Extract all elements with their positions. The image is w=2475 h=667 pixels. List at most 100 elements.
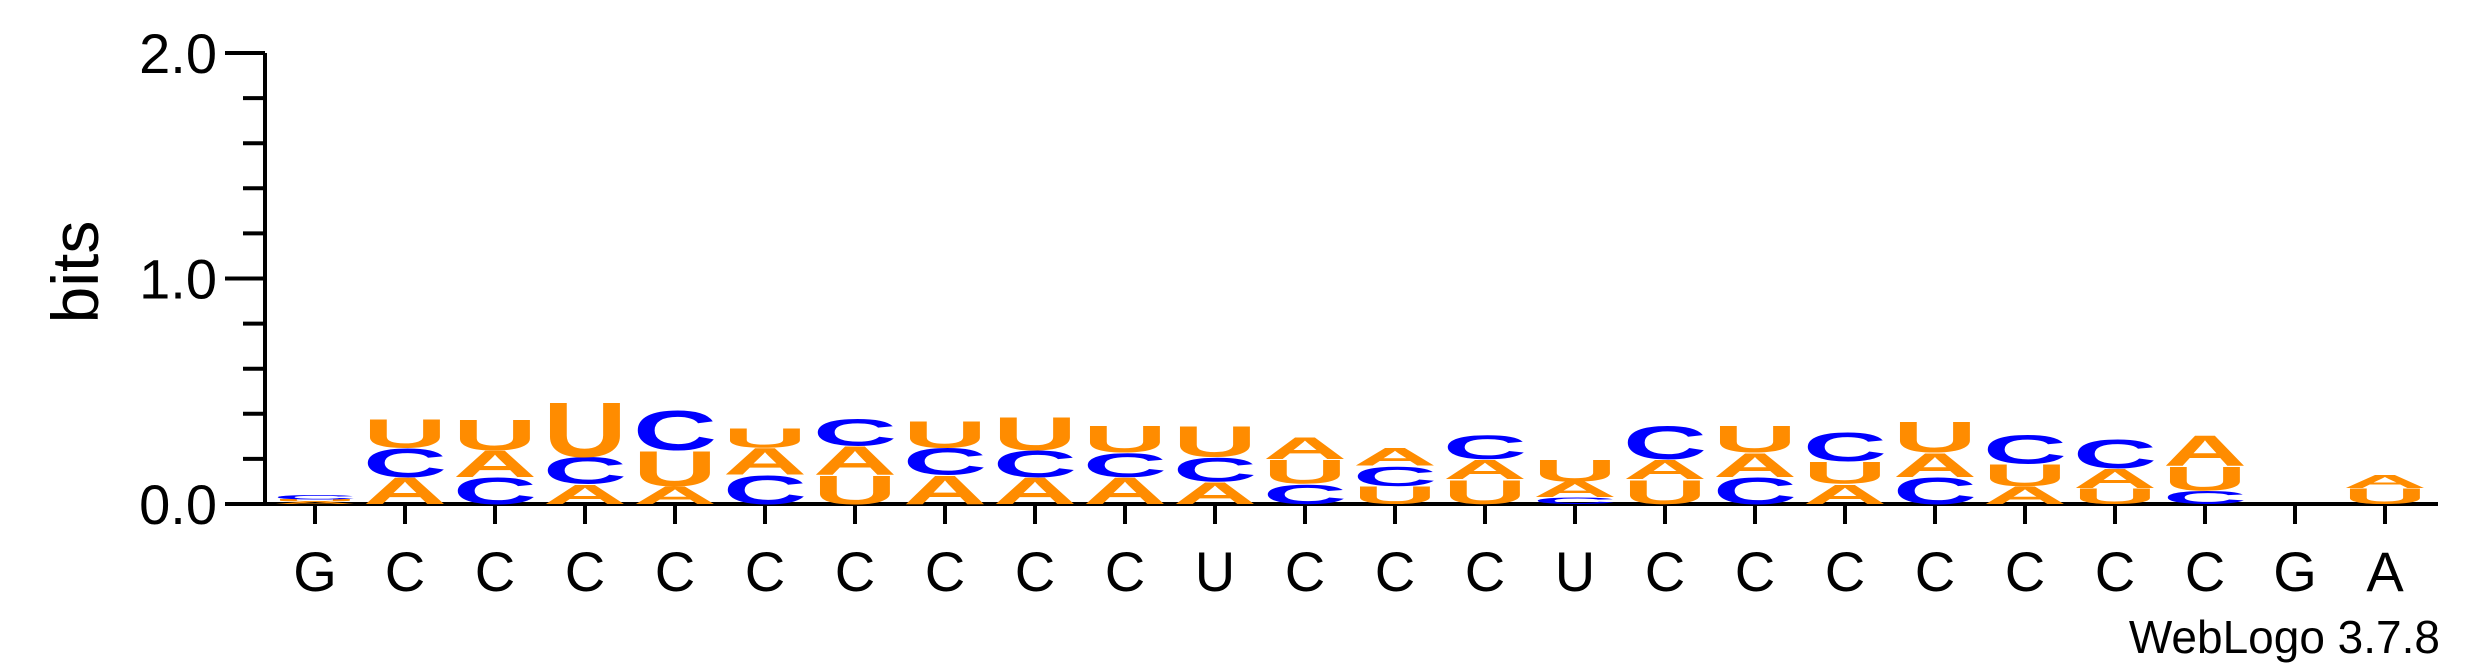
- letter-stacks: AUC ACUCAUACUAUCCAUUACACUACUACUACUCUAUCAU…: [273, 386, 2427, 513]
- logo-column: CAU: [453, 410, 537, 512]
- x-tick-label: U: [1195, 540, 1235, 603]
- logo-letter: A: [1443, 454, 1527, 486]
- logo-letter: C: [633, 399, 717, 462]
- logo-column: ACU: [1083, 419, 1167, 513]
- logo-letter: U: [723, 422, 807, 454]
- logo-letter: C: [543, 450, 627, 492]
- logo-column: CUA: [1263, 431, 1347, 510]
- logo-column: CAU: [723, 422, 807, 513]
- logo-letter: C: [1803, 425, 1887, 470]
- logo-letter: U: [1083, 419, 1167, 461]
- logo-letter: U: [453, 410, 537, 459]
- logo-letter: A: [1533, 477, 1617, 502]
- logo-letter: U: [543, 386, 627, 474]
- logo-letter: C: [1263, 478, 1347, 510]
- logo-letter: A: [903, 468, 987, 513]
- logo-column: CAU: [1893, 412, 1977, 512]
- logo-letter: C: [1353, 460, 1437, 492]
- logo-letter: C: [363, 440, 447, 485]
- y-axis: 0.0 1.0 2.0: [139, 22, 267, 536]
- logo-letter: C: [993, 443, 1077, 485]
- x-tick-label: C: [925, 540, 965, 603]
- logo-column: CUA: [2163, 426, 2247, 508]
- logo-column: CAU: [1533, 454, 1617, 507]
- logo-letter: A: [1713, 446, 1797, 485]
- logo-column: UAC: [1443, 428, 1527, 512]
- logo-column: ACU: [993, 408, 1077, 513]
- logo-column: ACU: [363, 411, 447, 512]
- logo-letter: A: [1893, 446, 1977, 485]
- logo-letter: U: [1443, 473, 1527, 512]
- x-tick-label: C: [2005, 540, 2045, 603]
- logo-column: CAU: [1713, 419, 1797, 513]
- logo-letter: C: [723, 468, 807, 513]
- logo-letter: C: [2073, 431, 2157, 476]
- logo-letter: C: [1713, 471, 1797, 513]
- logo-letter: C: [1983, 427, 2067, 472]
- logo-letter: U: [1533, 454, 1617, 489]
- logo-letter: A: [2163, 426, 2247, 475]
- logo-letter: A: [993, 471, 1077, 513]
- y-axis-label: bits: [38, 221, 112, 324]
- logo-letter: U: [1713, 419, 1797, 461]
- logo-column: UAC: [813, 412, 897, 513]
- logo-letter: U: [993, 408, 1077, 460]
- logo-letter: A: [1353, 443, 1437, 471]
- x-tick-label: C: [655, 540, 695, 603]
- logo-letter: C: [1443, 428, 1527, 467]
- logo-letter: U: [1893, 412, 1977, 461]
- logo-letter: U: [2163, 460, 2247, 499]
- logo-letter: C: [273, 494, 357, 501]
- logo-letter: C: [2163, 487, 2247, 508]
- logo-letter: A: [1083, 471, 1167, 513]
- logo-column: ACU: [543, 386, 627, 510]
- x-tick-label: C: [1825, 540, 1865, 603]
- logo-letter: U: [1983, 458, 2067, 493]
- logo-letter: A: [1263, 431, 1347, 466]
- logo-column: UAC: [2073, 431, 2157, 508]
- logo-letter: A: [273, 501, 357, 504]
- x-tick-label: G: [293, 540, 337, 603]
- logo-letter: C: [1533, 496, 1617, 506]
- x-tick-label: U: [1555, 540, 1595, 603]
- x-tick-label: C: [1375, 540, 1415, 603]
- logo-letter: A: [363, 471, 447, 513]
- logo-column: UCA: [1353, 443, 1437, 509]
- logo-letter: A: [2073, 463, 2157, 495]
- logo-letter: U: [363, 411, 447, 456]
- logo-letter: A: [2343, 471, 2427, 492]
- x-tick-label: C: [2185, 540, 2225, 603]
- logo-column: UAC: [1623, 417, 1707, 512]
- x-tick-label: C: [1645, 540, 1685, 603]
- y-tick-label: 2.0: [139, 22, 217, 85]
- logo-letter: A: [1983, 481, 2067, 509]
- logo-letter: U: [633, 441, 717, 497]
- logo-letter: C: [1083, 446, 1167, 485]
- logo-letter: C: [1173, 451, 1257, 490]
- logo-column: UA: [2343, 471, 2427, 508]
- x-tick-label: C: [1105, 540, 1145, 603]
- logo-letter: U: [2343, 484, 2427, 509]
- logo-column: ACU: [1173, 417, 1257, 511]
- logo-letter: A: [453, 443, 537, 485]
- logo-letter: A: [813, 438, 897, 483]
- x-tick-label: C: [2095, 540, 2135, 603]
- logo-column: AUC: [633, 399, 717, 509]
- logo-letter: A: [723, 441, 807, 483]
- logo-letter: U: [1173, 417, 1257, 466]
- logo-letter: C: [903, 441, 987, 483]
- logo-letter: A: [1173, 476, 1257, 511]
- x-tick-label: C: [835, 540, 875, 603]
- logo-letter: C: [1623, 417, 1707, 469]
- logo-letter: A: [633, 481, 717, 509]
- logo-column: ACU: [903, 414, 987, 513]
- x-tick-label: A: [2366, 540, 2404, 603]
- x-tick-label: C: [1285, 540, 1325, 603]
- logo-letter: U: [1803, 456, 1887, 491]
- x-tick-label: C: [1915, 540, 1955, 603]
- logo-column: AUC: [1803, 425, 1887, 510]
- weblogo-credit: WebLogo 3.7.8: [2129, 611, 2440, 663]
- x-tick-label: C: [1015, 540, 1055, 603]
- x-tick-label: C: [475, 540, 515, 603]
